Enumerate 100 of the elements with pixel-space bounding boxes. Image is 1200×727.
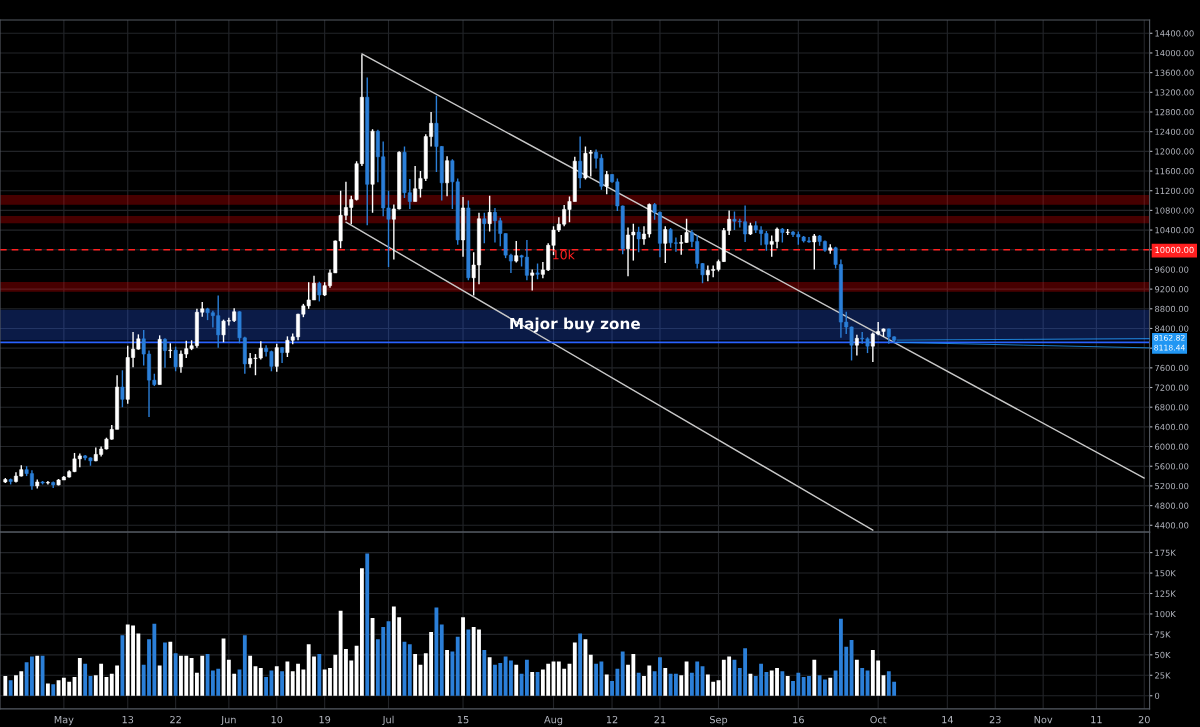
candlestick [636, 225, 641, 253]
y-tick-label: 0 [1155, 692, 1160, 700]
bar [317, 654, 322, 696]
bar [514, 664, 519, 696]
candlestick [487, 194, 492, 233]
bar [77, 658, 82, 696]
y-tick-label: 50K [1155, 651, 1171, 659]
bar [620, 651, 625, 696]
bar [785, 676, 790, 696]
bar [487, 657, 492, 696]
bar [35, 655, 40, 696]
bar [264, 676, 269, 696]
ref-line-label: 10k [553, 249, 575, 260]
x-tick-label: 22 [170, 715, 181, 724]
bar [572, 642, 577, 696]
candlestick [482, 212, 487, 245]
candlestick [317, 281, 322, 303]
x-tick-label: 15 [457, 716, 469, 724]
x-tick-label: 11 [1091, 716, 1102, 724]
bar [524, 659, 529, 696]
bar [828, 677, 833, 696]
y-tick-label: 125K [1155, 590, 1177, 597]
y-tick-label: 100K [1155, 610, 1177, 618]
y-tick-label: 150K [1155, 570, 1177, 577]
bar [636, 672, 641, 696]
bar [365, 553, 370, 696]
bar [812, 659, 817, 696]
x-tick-label: 20 [1138, 715, 1150, 724]
candlestick [812, 233, 817, 271]
y-tick-label: 8400.00 [1155, 325, 1189, 332]
candlestick [663, 225, 668, 264]
candlestick [514, 240, 519, 264]
bar [854, 659, 859, 696]
y-tick-label: 6000.00 [1155, 443, 1189, 450]
y-tick-label: 13600.00 [1155, 69, 1194, 76]
bar [248, 655, 253, 696]
y-tick-label: 10800.00 [1155, 207, 1194, 214]
bar [450, 651, 455, 696]
y-tick-label: 7600.00 [1155, 364, 1189, 372]
bar [3, 676, 8, 696]
x-tick-label: Sep [709, 715, 728, 726]
x-tick-label: 23 [989, 715, 1001, 724]
x-tick-label: 21 [654, 715, 666, 724]
x-tick-label: Jul [382, 715, 394, 726]
bar [258, 667, 263, 696]
bar [482, 649, 487, 696]
candlestick [578, 135, 583, 189]
bar [578, 633, 583, 696]
candlestick [120, 369, 125, 408]
bar [461, 617, 465, 696]
y-tick-label: 11600.00 [1155, 168, 1194, 175]
bar [588, 654, 593, 696]
candlestick [280, 346, 285, 364]
bar [604, 674, 609, 696]
y-tick-label: 10400.00 [1155, 227, 1194, 234]
y-tick-label: 4800.00 [1154, 502, 1189, 509]
y-tick-label: 12400.00 [1155, 128, 1194, 135]
bar [120, 635, 125, 696]
bar [860, 667, 865, 696]
y-tick-label: 4400.00 [1154, 522, 1189, 529]
bar [285, 661, 290, 696]
bar [679, 675, 684, 696]
x-tick-label: Jun [220, 716, 236, 726]
bar [466, 629, 471, 696]
y-tick-label: 7200.00 [1155, 384, 1189, 391]
bar [413, 654, 418, 696]
bar [8, 680, 13, 696]
y-tick-label: 175K [1155, 549, 1177, 556]
y-tick-label: 9600.00 [1154, 266, 1189, 273]
x-tick-label: Oct [870, 715, 887, 724]
bar [173, 653, 178, 696]
y-tick-label: 13200.00 [1155, 89, 1194, 96]
y-tick-label: 11200.00 [1155, 187, 1194, 194]
x-tick-label: 14 [942, 716, 953, 724]
x-tick-label: 19 [319, 715, 331, 724]
bar [157, 665, 162, 696]
x-tick-label: May [54, 716, 74, 726]
candlestick [163, 337, 167, 369]
bar [439, 624, 444, 696]
x-tick-label: 12 [606, 715, 618, 724]
bar [780, 671, 785, 696]
y-tick-label: 14000.00 [1155, 49, 1194, 57]
bar [530, 672, 535, 696]
candlestick [530, 268, 535, 292]
y-tick-label: 10000.00 [1155, 246, 1194, 254]
y-tick-label: 6800.00 [1155, 404, 1189, 411]
y-tick-label: 12000.00 [1155, 148, 1194, 155]
bar [51, 684, 56, 696]
bar [280, 671, 284, 696]
y-tick-label: 6400.00 [1155, 423, 1189, 431]
bar [274, 666, 279, 696]
x-tick-label: 10 [271, 715, 283, 724]
x-tick-label: Aug [544, 716, 563, 726]
candlestick [604, 170, 609, 195]
y-tick-label: 75K [1155, 631, 1171, 638]
y-tick-label: 25K [1155, 672, 1171, 679]
bar [45, 683, 50, 696]
x-tick-label: Nov [1034, 716, 1053, 724]
candlestick [445, 155, 449, 197]
bar [163, 642, 167, 696]
